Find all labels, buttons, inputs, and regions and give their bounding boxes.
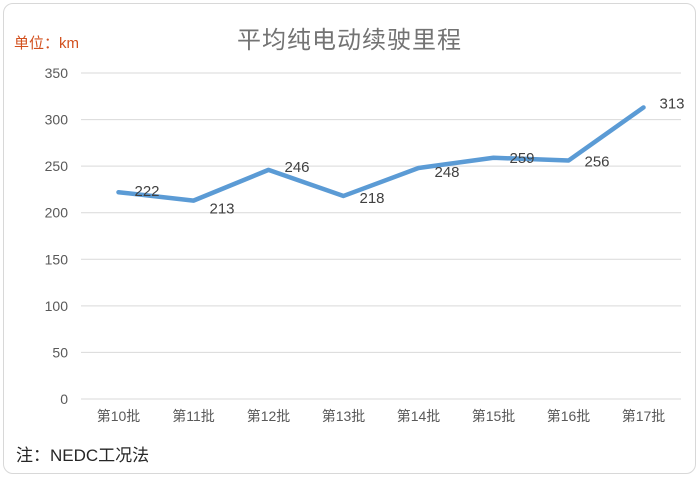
y-tick-label: 200: [45, 205, 69, 221]
y-tick-label: 350: [45, 65, 69, 81]
data-label: 222: [135, 183, 160, 200]
line-chart: 0 50 100 150 200 250 300 350 第10批 第11批 第12批 第13批 第14…: [45, 65, 685, 424]
x-tick-label: 第11批: [172, 408, 215, 424]
x-tick-label: 第10批: [97, 408, 141, 424]
y-tick-label: 300: [45, 112, 69, 128]
y-tick-label: 150: [45, 251, 69, 267]
chart-card: 平均纯电动续驶里程 单位：km 0 50 100 150 200 250 300 350 第10…: [3, 3, 696, 474]
data-label: 248: [435, 164, 460, 181]
x-tick-label: 第12批: [247, 408, 291, 424]
y-tick-label: 50: [52, 344, 68, 360]
x-tick-label: 第17批: [622, 408, 666, 424]
x-tick-label: 第13批: [322, 408, 366, 424]
data-label: 218: [360, 190, 385, 207]
x-tick-label: 第15批: [472, 408, 516, 424]
data-line: [116, 105, 646, 203]
data-label: 213: [210, 201, 235, 218]
data-label: 256: [585, 154, 610, 171]
y-tick-label: 250: [45, 158, 69, 174]
data-label: 246: [285, 159, 310, 176]
chart-title: 平均纯电动续驶里程: [237, 27, 462, 54]
x-tick-label: 第16批: [547, 408, 591, 424]
x-tick-label: 第14批: [397, 408, 441, 424]
unit-label: 单位：km: [14, 35, 79, 52]
data-label: 259: [510, 150, 535, 167]
y-tick-label: 100: [45, 298, 69, 314]
footnote: 注：NEDC工况法: [16, 446, 150, 465]
y-tick-label: 0: [60, 391, 68, 407]
data-label: 313: [660, 95, 685, 112]
